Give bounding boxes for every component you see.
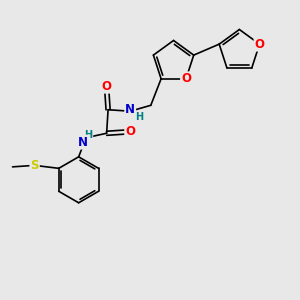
Text: N: N bbox=[78, 136, 88, 148]
Text: H: H bbox=[135, 112, 143, 122]
Text: O: O bbox=[181, 72, 191, 85]
Text: H: H bbox=[84, 130, 92, 140]
Text: O: O bbox=[102, 80, 112, 93]
Text: S: S bbox=[30, 159, 39, 172]
Text: N: N bbox=[125, 103, 135, 116]
Text: O: O bbox=[125, 125, 135, 138]
Text: O: O bbox=[254, 38, 265, 51]
